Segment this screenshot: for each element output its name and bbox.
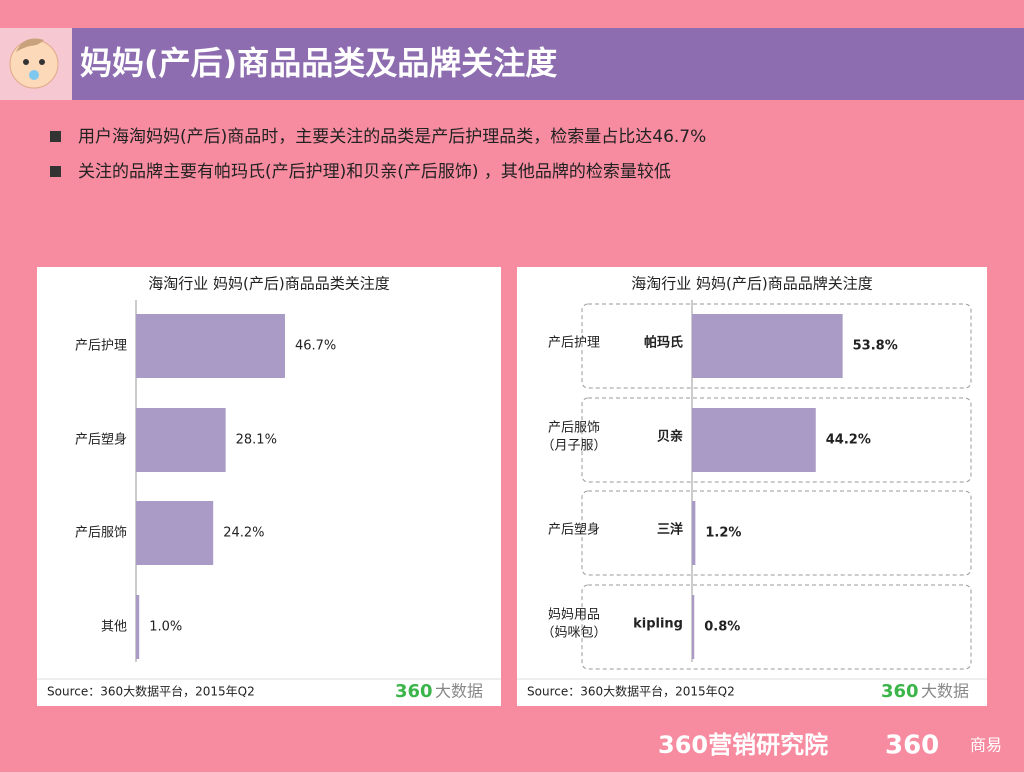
value-label: 44.2%: [826, 433, 871, 448]
category-label: 贝亲: [657, 429, 683, 445]
logo-num: 360: [881, 681, 919, 702]
chart-title: 海淘行业 妈妈(产后)商品品类关注度: [148, 275, 389, 293]
logo-text: 大数据: [435, 682, 483, 701]
footer-org: 360营销研究院: [658, 731, 828, 759]
category-label: 其他: [101, 620, 127, 635]
value-label: 1.0%: [149, 620, 182, 635]
slide-title: 妈妈(产后)商品品类及品牌关注度: [80, 44, 557, 82]
header-bar: [0, 28, 1024, 100]
bar: [136, 314, 285, 378]
logo-num: 360: [395, 681, 433, 702]
bar: [136, 595, 140, 659]
category-label: 产后塑身: [75, 432, 127, 448]
group-label: 产后护理: [548, 336, 600, 351]
value-label: 53.8%: [853, 339, 898, 354]
value-label: 1.2%: [705, 526, 741, 541]
bullet-square: [50, 166, 61, 177]
group-label: （妈咪包）: [541, 626, 606, 641]
source: Source：360大数据平台，2015年Q2: [527, 684, 735, 699]
bar: [692, 408, 816, 472]
chart-title: 海淘行业 妈妈(产后)商品品牌关注度: [631, 275, 872, 293]
group-label: 产后塑身: [548, 522, 600, 538]
value-label: 46.7%: [295, 339, 336, 354]
category-label: kipling: [633, 617, 683, 632]
category-label: 三洋: [657, 522, 683, 538]
bar: [692, 595, 695, 659]
value-label: 24.2%: [223, 526, 264, 541]
bullet-text: 用户海淘妈妈(产后)商品时，主要关注的品类是产后护理品类，检索量占比达46.7%: [78, 127, 706, 147]
baby-icon: [9, 38, 59, 89]
bullet-text: 关注的品牌主要有帕玛氏(产后护理)和贝亲(产后服饰) ，其他品牌的检索量较低: [78, 162, 671, 182]
bar: [136, 408, 226, 472]
category-label: 帕玛氏: [644, 335, 683, 351]
group-box: [581, 397, 972, 483]
category-label: 产后护理: [75, 339, 127, 354]
group-label: （月子服）: [541, 439, 606, 454]
logo-text: 大数据: [921, 682, 969, 701]
category-label: 产后服饰: [75, 526, 127, 541]
footer-brand: 360: [885, 731, 939, 761]
group-label: 妈妈用品: [548, 608, 600, 623]
group-label: 产后服饰: [548, 421, 600, 436]
source: Source：360大数据平台，2015年Q2: [47, 684, 255, 699]
bar: [136, 501, 214, 565]
group-box: [581, 490, 972, 576]
footer-sub: 商易: [970, 736, 1002, 755]
group-box: [581, 303, 972, 389]
bar: [692, 501, 696, 565]
bullet-square: [50, 131, 61, 142]
value-label: 0.8%: [704, 620, 740, 635]
value-label: 28.1%: [236, 433, 277, 448]
bar: [692, 314, 843, 378]
group-box: [581, 584, 972, 670]
